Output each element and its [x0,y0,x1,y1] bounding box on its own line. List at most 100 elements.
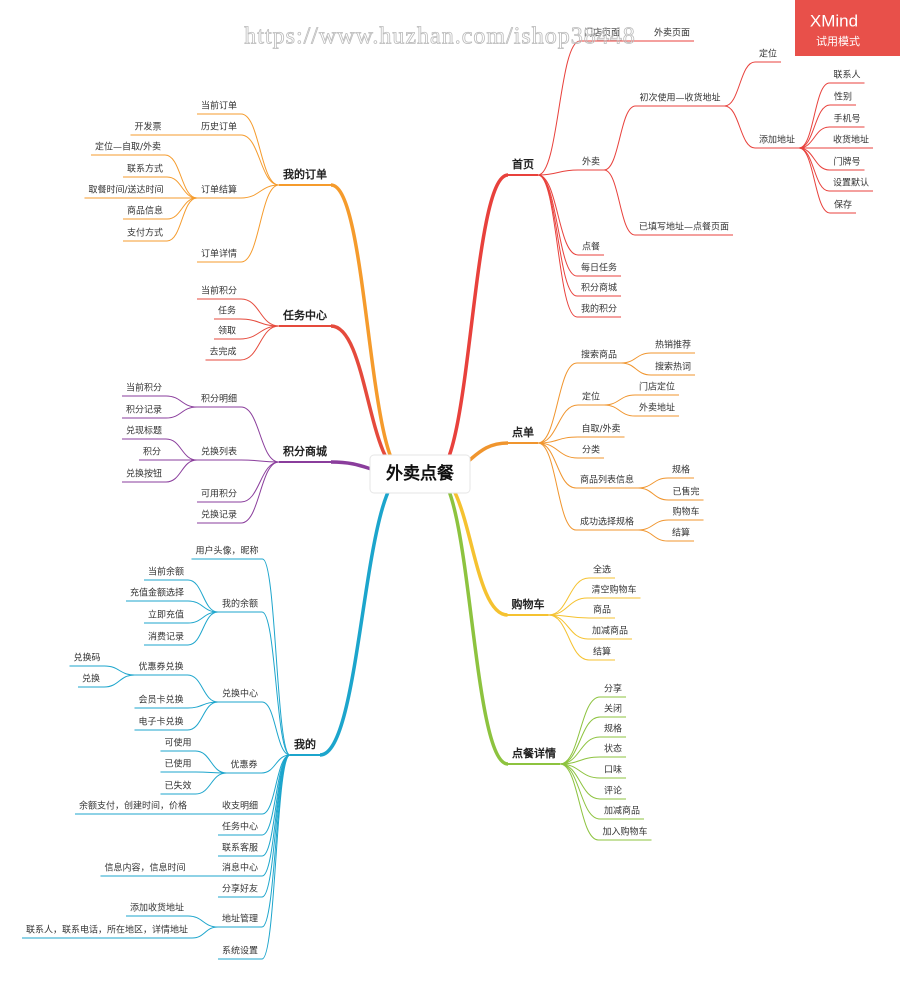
topic-label: 优惠券兑换 [138,661,183,673]
topic-label: 成功选择规格 [580,516,634,528]
topic-label: 点餐 [582,241,600,253]
topic-label: 每日任务 [581,262,617,274]
connector [240,461,280,524]
connector [164,154,198,199]
topic-label: 消费记录 [148,631,184,643]
connector [621,352,651,364]
topic-label: 当前订单 [201,100,237,112]
connector [165,459,198,483]
connector [548,597,588,616]
topic-label: 加减商品 [592,625,628,637]
topic-label: 状态 [604,743,622,755]
topic-label: 添加收货地址 [130,902,184,914]
links [21,40,874,960]
connector [537,442,577,489]
topic-label: 门店页面 [584,27,620,39]
topic-label: 添加地址 [759,134,795,146]
topic-label: 积分 [143,446,161,458]
topic-label: 外卖 [582,156,600,168]
connector [262,558,291,756]
topic-label: 清空购物车 [591,584,636,596]
topic-label: 联系客服 [222,842,258,854]
connector [603,105,636,171]
topic-label: 订单结算 [201,184,237,196]
topic-label: 已售完 [672,486,699,498]
connector [434,472,509,766]
badge-subtitle: 试用模式 [816,35,860,48]
connector [166,197,198,220]
topic-label: 立即充值 [148,609,184,621]
topic-label: 积分记录 [126,404,162,416]
branch-label: 首页 [512,157,534,171]
connector [537,174,578,297]
topic-label: 电子卡兑换 [138,716,183,728]
connector [165,438,198,461]
connector [537,169,578,176]
connector [188,600,218,613]
watermark: https://www.huzhan.com/ishop38448 [244,24,635,50]
topic-label: 兑换按钮 [126,468,162,480]
topic-label: 收货地址 [833,134,869,146]
topic-label: 可用积分 [201,488,237,500]
badge-title: XMind [810,11,858,30]
topic-label: 兑换码 [73,652,100,664]
connector [187,611,219,646]
connector [187,674,219,703]
topic-label: 评论 [604,785,622,797]
connector [604,394,635,406]
topic-label: 联系方式 [127,163,163,175]
connector [240,113,280,186]
topic-label: 兑换列表 [201,446,237,458]
connector [261,754,291,898]
topic-label: 系统设置 [222,945,258,957]
topic-label: 自取/外卖 [581,423,620,435]
topic-label: 开发票 [134,121,161,133]
topic-label: 取餐时间/送达时间 [88,184,163,196]
badge-box [795,0,900,56]
connector [240,184,280,263]
connector [537,174,579,256]
connector [261,754,291,774]
topic-label: 积分明细 [201,393,237,405]
topic-label: 关闭 [604,703,622,715]
topic-label: 设置默认 [833,177,869,189]
connector [104,674,135,688]
root-label: 外卖点餐 [386,463,455,484]
connector [798,147,830,171]
connector [559,736,601,765]
topic-label: 商品 [593,604,611,616]
connector [604,404,635,417]
connector [240,298,280,327]
topic-label: 兑换 [82,673,100,685]
topic-label: 当前积分 [126,382,162,394]
topic-label: 领取 [218,325,236,337]
topic-label: 定位 [759,48,777,60]
connector [537,174,578,277]
connector [548,577,590,616]
topic-label: 充值金额选择 [130,587,184,599]
branch-label: 我的订单 [283,167,327,181]
topic-label: 优惠券 [230,759,257,771]
topic-label: 消息中心 [222,862,258,874]
topic-label: 定位 [582,391,600,403]
branch-label: 任务中心 [282,308,327,322]
connector [166,395,197,408]
connector [537,442,577,531]
connector [330,324,406,476]
topic-label: 热销推荐 [655,339,691,351]
topic-label: 门店定位 [639,381,675,393]
topic-label: 联系人 [833,70,860,81]
topic-label: 会员卡兑换 [138,694,183,706]
topic-label: 信息内容，信息时间 [104,862,185,874]
topic-label: 当前余额 [148,566,184,578]
connector [187,701,219,731]
topic-label: 历史订单 [201,121,237,133]
topic-label: 搜索商品 [581,349,617,361]
topic-label: 初次使用—收货地址 [639,92,720,104]
connector [559,763,601,800]
connector [724,61,756,107]
connector [798,104,831,149]
connector [638,487,669,501]
